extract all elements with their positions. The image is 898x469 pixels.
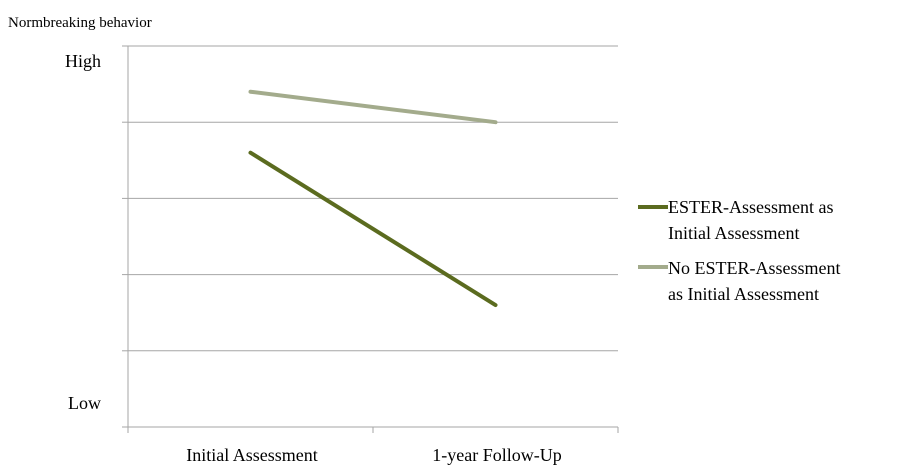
y-tick-label-high: High (65, 51, 101, 71)
series-line-no-ester (248, 89, 498, 125)
legend: ESTER-Assessment as Initial Assessment N… (638, 197, 841, 304)
legend-label-ester-line2: Initial Assessment (668, 223, 800, 243)
x-axis-ticks (122, 45, 619, 433)
legend-label-no-ester-line2: as Initial Assessment (668, 284, 819, 304)
x-tick-label-initial: Initial Assessment (186, 445, 318, 465)
legend-label-ester-line1: ESTER-Assessment as (668, 197, 834, 217)
series-line-ester (248, 150, 498, 308)
series-layer (248, 89, 498, 308)
y-axis-title: Normbreaking behavior (8, 15, 152, 31)
x-tick-label-followup: 1-year Follow-Up (432, 445, 561, 465)
legend-label-no-ester-line1: No ESTER-Assessment (668, 258, 841, 278)
gridlines (128, 45, 618, 352)
y-tick-label-low: Low (68, 393, 101, 413)
